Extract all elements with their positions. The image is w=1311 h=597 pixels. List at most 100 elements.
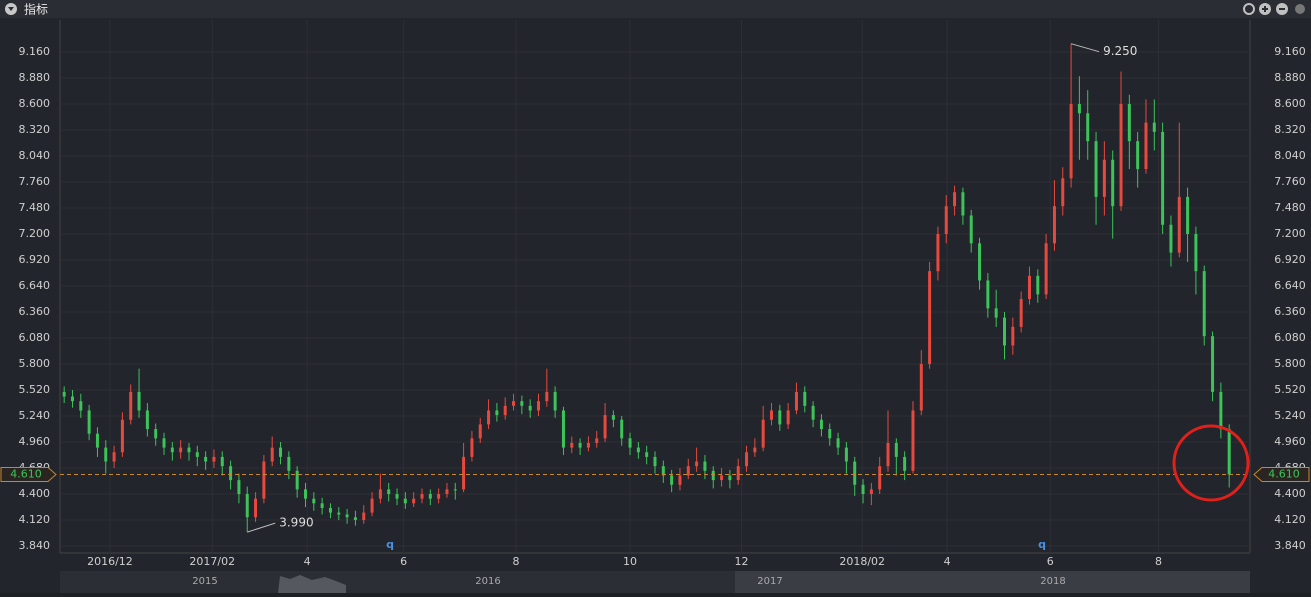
candle-body bbox=[279, 447, 283, 457]
y-tick-label: 4.960 bbox=[19, 435, 51, 448]
candle-body bbox=[470, 438, 474, 457]
last-price-box-right bbox=[1253, 467, 1310, 483]
y-tick-label-right: 6.920 bbox=[1274, 253, 1306, 266]
candle-body bbox=[1069, 104, 1073, 179]
candle-body bbox=[528, 405, 532, 411]
y-tick-label: 9.160 bbox=[19, 45, 51, 58]
candle-body bbox=[894, 442, 898, 457]
y-tick-label: 7.200 bbox=[19, 227, 51, 240]
navigator-label: 2017 bbox=[757, 576, 782, 587]
candle-body bbox=[578, 442, 582, 448]
candle-body bbox=[345, 514, 349, 518]
candle-body bbox=[1019, 299, 1023, 327]
candle-body bbox=[254, 498, 258, 518]
navigator-selection[interactable] bbox=[735, 571, 1250, 593]
candle-body bbox=[112, 452, 116, 462]
collapse-arrow bbox=[8, 7, 14, 11]
candle-body bbox=[928, 271, 932, 365]
candle-body bbox=[170, 447, 174, 453]
candle-body bbox=[886, 442, 890, 467]
candle-body bbox=[711, 470, 715, 481]
candle-body bbox=[720, 475, 724, 481]
candle-body bbox=[120, 419, 124, 453]
candle-body bbox=[1136, 141, 1140, 170]
min-leader bbox=[247, 522, 276, 533]
candle-body bbox=[1194, 234, 1198, 272]
candle-body bbox=[861, 484, 865, 495]
y-tick-label-right: 5.240 bbox=[1274, 409, 1306, 422]
candle-body bbox=[695, 461, 699, 467]
settings-icon[interactable] bbox=[1295, 4, 1305, 14]
y-tick-label-right: 8.880 bbox=[1274, 71, 1306, 84]
y-tick-label-right: 7.480 bbox=[1274, 201, 1306, 214]
candle-body bbox=[570, 442, 574, 448]
candle-body bbox=[819, 419, 823, 430]
y-tick-label: 8.600 bbox=[19, 97, 51, 110]
header-bar bbox=[0, 0, 1311, 18]
candle-body bbox=[453, 489, 457, 491]
candle-body bbox=[387, 489, 391, 495]
candle-body bbox=[911, 410, 915, 471]
y-tick-label-right: 6.080 bbox=[1274, 331, 1306, 344]
event-marker: q bbox=[1038, 538, 1046, 551]
candle-body bbox=[179, 447, 183, 453]
candle-body bbox=[770, 410, 774, 420]
y-tick-label-right: 4.400 bbox=[1274, 487, 1306, 500]
y-tick-label-right: 7.760 bbox=[1274, 175, 1306, 188]
candle-body bbox=[337, 512, 341, 515]
x-tick-label: 2017/02 bbox=[189, 555, 235, 568]
x-tick-label: 8 bbox=[1155, 555, 1162, 568]
candle-body bbox=[1044, 243, 1048, 295]
candle-body bbox=[1011, 326, 1015, 346]
y-tick-label-right: 5.520 bbox=[1274, 383, 1306, 396]
candle-body bbox=[1161, 131, 1165, 225]
y-tick-label: 6.640 bbox=[19, 279, 51, 292]
y-tick-label: 4.400 bbox=[19, 487, 51, 500]
candle-body bbox=[1077, 104, 1081, 114]
candle-body bbox=[853, 461, 857, 485]
zoom-in-plus bbox=[1262, 6, 1268, 12]
y-tick-label: 6.360 bbox=[19, 305, 51, 318]
candle-body bbox=[803, 391, 807, 406]
x-tick-label: 6 bbox=[400, 555, 407, 568]
x-tick-label: 12 bbox=[735, 555, 749, 568]
y-tick-label: 7.480 bbox=[19, 201, 51, 214]
candle-body bbox=[745, 452, 749, 467]
event-marker: q bbox=[386, 538, 394, 551]
candle-body bbox=[212, 456, 216, 462]
candle-body bbox=[428, 494, 432, 499]
candle-body bbox=[869, 489, 873, 495]
candle-body bbox=[204, 456, 208, 462]
candle-body bbox=[353, 517, 357, 521]
y-tick-label-right: 6.360 bbox=[1274, 305, 1306, 318]
candle-body bbox=[536, 401, 540, 411]
last-price-box-left bbox=[0, 467, 57, 483]
y-tick-label-right: 8.600 bbox=[1274, 97, 1306, 110]
y-tick-label: 5.240 bbox=[19, 409, 51, 422]
candle-body bbox=[586, 442, 590, 448]
y-tick-label: 5.800 bbox=[19, 357, 51, 370]
candle-body bbox=[828, 429, 832, 439]
candle-body bbox=[1003, 317, 1007, 346]
navigator-label: 2015 bbox=[192, 576, 217, 587]
refresh-icon[interactable] bbox=[1243, 3, 1255, 15]
candle-body bbox=[395, 494, 399, 499]
candle-body bbox=[312, 498, 316, 504]
y-tick-label-right: 7.200 bbox=[1274, 227, 1306, 240]
y-tick-label-right: 9.160 bbox=[1274, 45, 1306, 58]
candle-body bbox=[495, 410, 499, 416]
candle-body bbox=[187, 447, 191, 453]
candle-body bbox=[919, 364, 923, 411]
candle-body bbox=[686, 466, 690, 476]
y-tick-label-right: 8.040 bbox=[1274, 149, 1306, 162]
candle-body bbox=[645, 452, 649, 457]
min-label: 3.990 bbox=[279, 516, 313, 530]
candle-body bbox=[445, 489, 449, 495]
navigator-mini-series bbox=[278, 575, 346, 593]
candle-body bbox=[162, 438, 166, 448]
candle-body bbox=[736, 466, 740, 481]
candle-body bbox=[978, 243, 982, 281]
y-tick-label: 8.040 bbox=[19, 149, 51, 162]
candle-body bbox=[728, 475, 732, 481]
